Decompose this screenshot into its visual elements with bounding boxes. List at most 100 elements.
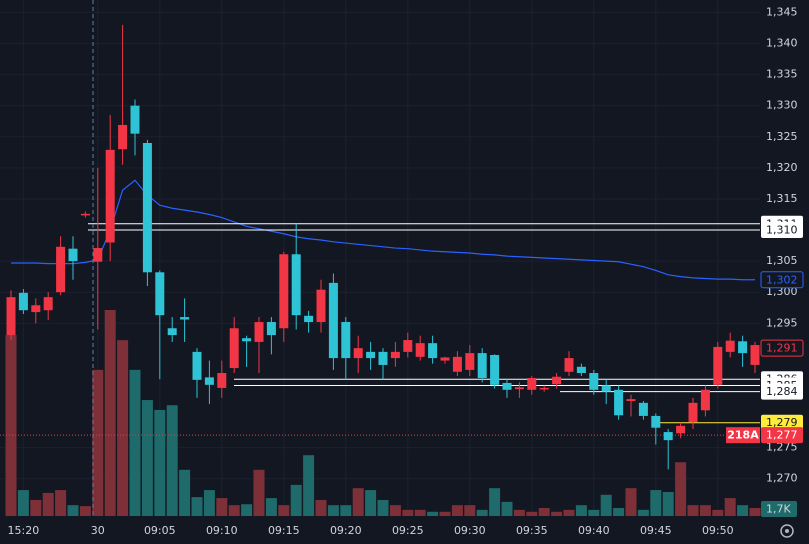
candle-body xyxy=(304,315,314,323)
settings-icon[interactable] xyxy=(780,524,794,538)
candle-body xyxy=(713,346,723,385)
volume-bar xyxy=(166,405,178,516)
volume-bar xyxy=(179,469,191,516)
volume-bar xyxy=(117,340,129,516)
x-tick-label: 09:40 xyxy=(578,524,610,537)
candle-body xyxy=(638,402,648,416)
candle-body xyxy=(527,377,537,390)
candle-body xyxy=(229,328,239,369)
candle-body xyxy=(68,248,78,262)
volume-bar xyxy=(228,505,240,516)
volume-bar xyxy=(662,491,674,516)
volume-bar xyxy=(67,505,79,516)
volume-bar xyxy=(389,505,401,516)
candle-body xyxy=(576,366,586,374)
candle-body xyxy=(155,272,165,316)
candle-body xyxy=(242,338,252,342)
y-tick-label: 1,345 xyxy=(766,5,798,18)
volume-bar xyxy=(526,511,538,516)
volume-bar xyxy=(216,498,228,516)
candle-body xyxy=(378,351,388,365)
volume-bar xyxy=(141,400,153,516)
candle-body xyxy=(663,432,673,441)
volume-bar xyxy=(278,505,290,516)
volume-bar xyxy=(737,505,749,516)
x-tick-label: 09:10 xyxy=(206,524,238,537)
volume-bar xyxy=(5,334,17,516)
volume-bar xyxy=(30,499,42,516)
volume-bar xyxy=(154,409,166,516)
last-price-label: 1,291 xyxy=(766,342,798,355)
candle-body xyxy=(452,356,462,372)
volume-bar xyxy=(340,505,352,516)
vwap-label-box xyxy=(760,271,804,289)
volume-label-box xyxy=(761,501,797,517)
volume-bar xyxy=(104,310,116,516)
volume-bar xyxy=(613,507,625,516)
candle-body xyxy=(366,351,376,359)
candle-body xyxy=(750,345,760,365)
volume-bar xyxy=(712,509,724,516)
vwap-label: 1,302 xyxy=(766,273,798,286)
volume-bar xyxy=(489,488,501,516)
y-tick-label: 1,325 xyxy=(766,130,798,143)
y-tick-label: 1,300 xyxy=(766,285,798,298)
candle-body xyxy=(725,340,735,352)
candle-body xyxy=(43,297,53,311)
volume-bar xyxy=(588,509,600,516)
y-tick-label: 1,320 xyxy=(766,161,798,174)
candle-body xyxy=(676,425,686,434)
y-tick-label: 1,335 xyxy=(766,68,798,81)
volume-bar xyxy=(724,498,736,516)
candle-body xyxy=(180,317,190,320)
last-price-label-box xyxy=(760,339,804,357)
volume-bar xyxy=(414,509,426,516)
candle-body xyxy=(266,322,276,336)
candle-body xyxy=(601,385,611,392)
candle-body xyxy=(56,246,66,293)
candle-body xyxy=(142,142,152,273)
x-tick-label: 09:50 xyxy=(702,524,734,537)
volume-bar xyxy=(563,509,575,516)
x-tick-label: 09:15 xyxy=(268,524,300,537)
volume-bar xyxy=(92,369,104,516)
current-price-label: 1,277 xyxy=(766,429,798,442)
x-tick-label: 09:45 xyxy=(640,524,672,537)
volume-bar xyxy=(17,490,29,516)
volume-label: 1,7K xyxy=(766,503,791,516)
vwap-line xyxy=(11,179,755,281)
candle-body xyxy=(316,289,326,323)
volume-bar xyxy=(637,509,649,516)
volume-bar xyxy=(687,505,699,516)
candle-body xyxy=(514,387,524,390)
y-tick-label: 1,270 xyxy=(766,472,798,485)
candle-body xyxy=(18,292,28,311)
candle-body xyxy=(614,389,624,416)
candle-body xyxy=(105,149,115,243)
price-line-label: 1,310 xyxy=(766,224,798,237)
x-tick-label: 09:20 xyxy=(330,524,362,537)
candle-body xyxy=(738,341,748,354)
candle-body xyxy=(428,343,438,359)
candle-body xyxy=(465,353,475,370)
countdown: 218A xyxy=(727,429,759,442)
candle-body xyxy=(440,357,450,361)
candle-body xyxy=(564,358,574,372)
volume-bar xyxy=(749,507,761,516)
candle-body xyxy=(539,387,549,390)
volume-bar xyxy=(650,490,662,516)
volume-bar xyxy=(129,369,141,516)
y-tick-label: 1,340 xyxy=(766,37,798,50)
candle-body xyxy=(328,282,338,359)
price-line-label-box xyxy=(761,222,803,239)
volume-bar xyxy=(575,505,587,516)
volume-bar xyxy=(303,455,315,516)
volume-bar xyxy=(513,509,525,516)
candle-body xyxy=(118,124,128,150)
volume-bar xyxy=(377,499,389,516)
candle-body xyxy=(390,351,400,359)
y-tick-label: 1,295 xyxy=(766,316,798,329)
price-line-label: 1,284 xyxy=(766,385,798,398)
candle-body xyxy=(688,402,698,423)
